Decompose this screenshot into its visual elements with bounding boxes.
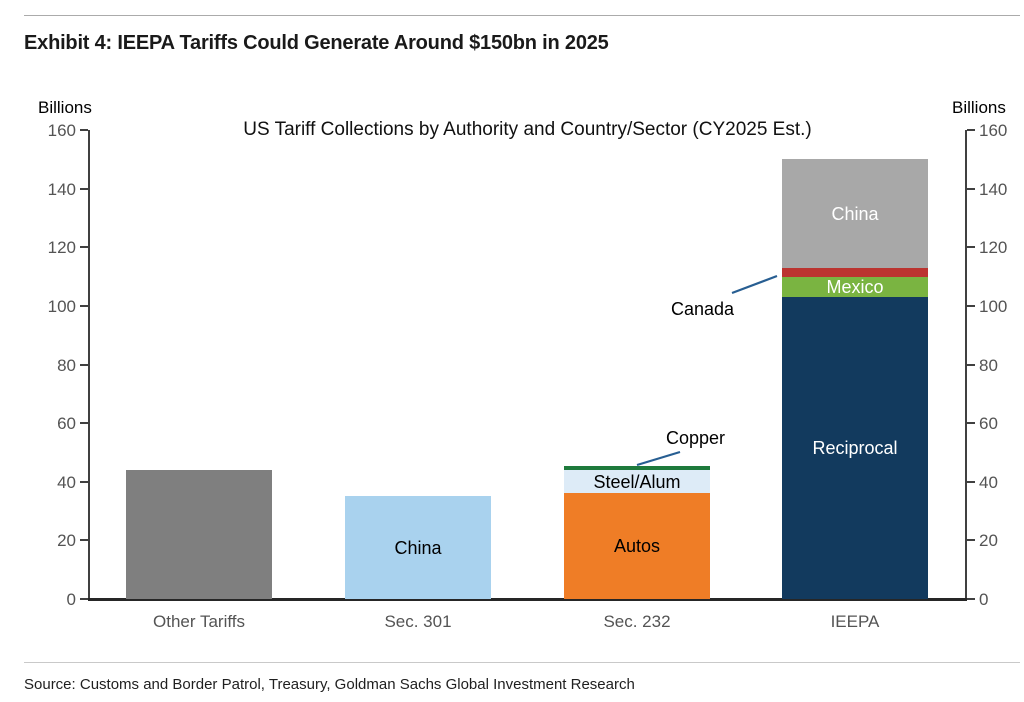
bar-segment-china	[345, 496, 491, 599]
bar-segment-label-autos: Autos	[613, 536, 661, 557]
y-tick-label-right-80: 80	[979, 355, 998, 375]
bar-segment-label-china: China	[394, 537, 442, 558]
y-axis-right	[965, 130, 967, 599]
y-tick-label-left-80: 80	[57, 355, 76, 375]
y-tick-label-right-100: 100	[979, 296, 1008, 316]
y-tick-label-left-140: 140	[47, 179, 76, 199]
y-tick-left-40	[80, 480, 88, 483]
annotation-label-copper: Copper	[666, 428, 726, 448]
x-category-label-other-tariffs: Other Tariffs	[153, 612, 245, 631]
x-category-label-ieepa: IEEPA	[830, 612, 880, 631]
x-category-label-sec-301: Sec. 301	[384, 612, 452, 631]
y-tick-left-160	[80, 129, 88, 131]
y-tick-left-80	[80, 363, 88, 366]
bar-segment-autos	[564, 493, 710, 599]
bar-segment-label-reciprocal: Reciprocal	[812, 438, 898, 459]
annotation-line-canada	[731, 274, 778, 295]
y-tick-right-100	[967, 304, 975, 307]
y-tick-left-140	[80, 187, 88, 190]
bar-segment-label-steel-alum: Steel/Alum	[593, 471, 681, 492]
y-tick-right-80	[967, 363, 975, 366]
y-tick-label-right-20: 20	[979, 531, 998, 551]
y-tick-right-60	[967, 422, 975, 425]
y-tick-right-20	[967, 539, 975, 542]
bar-segment-reciprocal	[782, 297, 928, 599]
y-tick-right-120	[967, 246, 975, 249]
annotation-label-canada: Canada	[671, 299, 735, 319]
bar-segment-mexico	[782, 276, 928, 298]
bar-segment-other-tariffs	[126, 470, 272, 599]
y-tick-label-left-0: 0	[66, 590, 76, 609]
y-tick-label-right-160: 160	[979, 121, 1008, 140]
bar-segment-copper	[564, 465, 710, 471]
y-tick-label-left-120: 120	[47, 238, 76, 258]
bar-segment-canada	[782, 267, 928, 277]
exhibit-title: Exhibit 4: IEEPA Tariffs Could Generate …	[24, 32, 609, 54]
y-tick-label-left-160: 160	[47, 121, 76, 140]
bar-segment-label-mexico: Mexico	[826, 276, 884, 297]
y-tick-left-0	[80, 598, 88, 600]
y-tick-label-right-140: 140	[979, 179, 1008, 199]
bottom-divider	[24, 662, 1020, 663]
y-tick-label-right-40: 40	[979, 472, 998, 492]
y-tick-left-60	[80, 422, 88, 425]
y-tick-right-0	[967, 598, 975, 600]
top-divider	[24, 15, 1020, 16]
y-tick-left-120	[80, 246, 88, 249]
y-tick-label-left-20: 20	[57, 531, 76, 551]
bar-segment-steel-alum	[564, 470, 710, 494]
bar-segment-china	[782, 159, 928, 268]
y-tick-left-100	[80, 304, 88, 307]
annotation-line-copper	[636, 450, 681, 467]
y-tick-label-left-60: 60	[57, 414, 76, 434]
x-axis-baseline	[88, 598, 967, 601]
y-tick-label-right-0: 0	[979, 590, 989, 609]
y-tick-right-140	[967, 187, 975, 190]
y-tick-label-left-100: 100	[47, 296, 76, 316]
bar-segment-label-china: China	[831, 203, 879, 224]
y-axis-unit-right: Billions	[952, 98, 1006, 117]
y-tick-label-left-40: 40	[57, 472, 76, 492]
y-axis-unit-left: Billions	[38, 98, 92, 117]
x-category-label-sec-232: Sec. 232	[603, 612, 671, 631]
y-tick-right-40	[967, 480, 975, 483]
chart-title: US Tariff Collections by Authority and C…	[243, 119, 812, 140]
source-note: Source: Customs and Border Patrol, Treas…	[24, 676, 635, 693]
y-tick-right-160	[967, 129, 975, 131]
y-tick-left-20	[80, 539, 88, 542]
y-tick-label-right-60: 60	[979, 414, 998, 434]
y-tick-label-right-120: 120	[979, 238, 1008, 258]
y-axis-left	[88, 130, 90, 599]
